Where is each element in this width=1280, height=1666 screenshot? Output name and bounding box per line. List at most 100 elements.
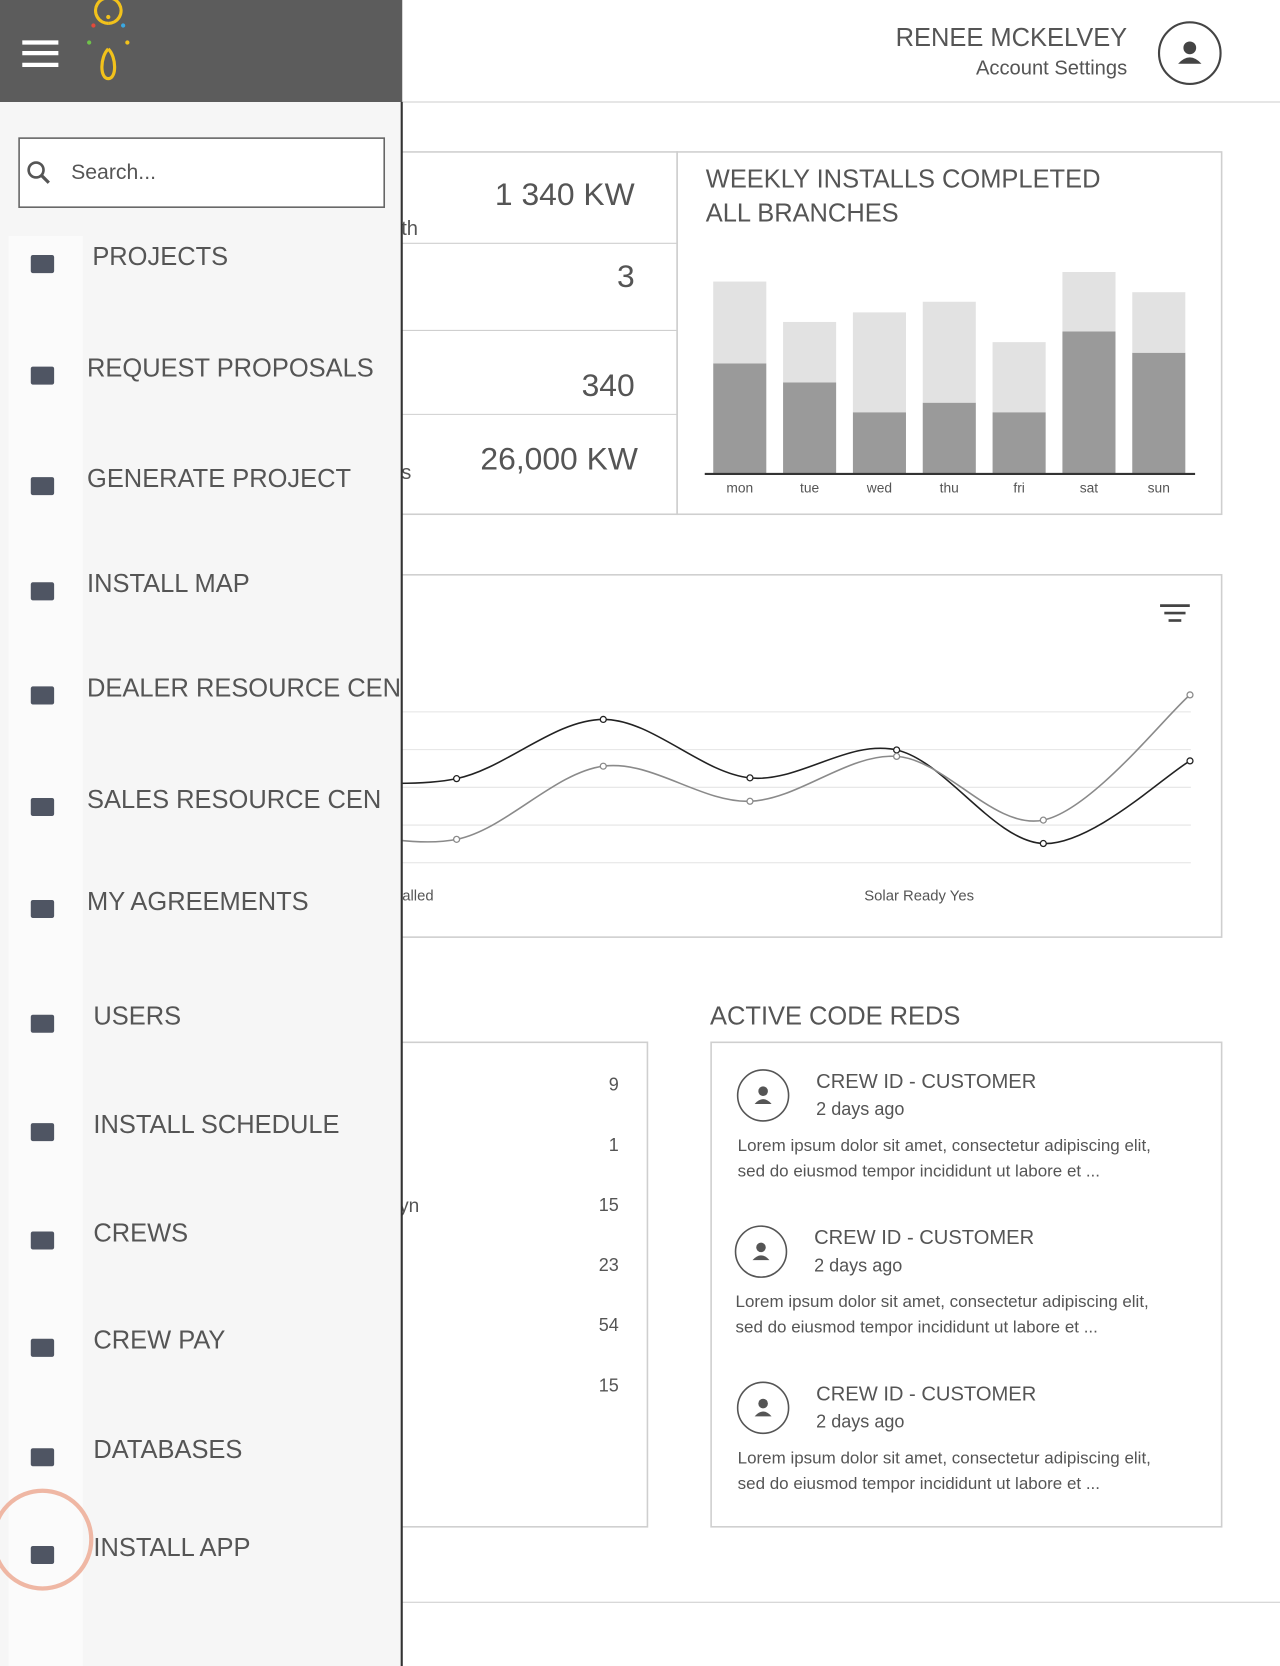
crew-title[interactable]: CREW ID - CUSTOMER — [816, 1383, 1036, 1405]
bar-segment — [922, 301, 976, 403]
nav-item[interactable]: INSTALL APP — [93, 1534, 250, 1562]
trend-point — [452, 775, 461, 783]
x-tick-label: tue — [800, 480, 819, 495]
crew-title[interactable]: CREW ID - CUSTOMER — [814, 1227, 1034, 1249]
trend-point — [452, 835, 461, 843]
code-reds-panel — [710, 1041, 1223, 1528]
nav-item[interactable]: CREWS — [93, 1219, 188, 1247]
trend-point — [599, 715, 607, 724]
crew-description: Lorem ipsum dolor sit amet, consectetur … — [738, 1448, 1151, 1467]
count-value: 15 — [599, 1375, 619, 1395]
kpi-fragment: s — [401, 462, 411, 484]
sidebar-icon-strip — [8, 235, 83, 1666]
trend-point — [599, 762, 607, 770]
trend-point — [893, 746, 901, 754]
kpi-value: 26,000 KW — [480, 441, 637, 477]
x-tick-label: wed — [866, 480, 892, 495]
nav-item[interactable]: REQUEST PROPOSALS — [87, 354, 374, 382]
logo-dot — [87, 40, 92, 45]
nav-item[interactable]: USERS — [93, 1003, 181, 1031]
nav-icon — [30, 1338, 55, 1357]
bar-segment — [783, 382, 837, 474]
crew-avatar-head — [758, 1086, 768, 1096]
crew-time: 2 days ago — [814, 1255, 902, 1275]
count-value: 1 — [609, 1135, 619, 1155]
nav-item[interactable]: INSTALL SCHEDULE — [93, 1111, 339, 1139]
section-title: ACTIVE CODE REDS — [710, 1003, 960, 1031]
chart-title: ALL BRANCHES — [706, 199, 899, 227]
avatar-body — [1178, 57, 1202, 64]
crew-description: Lorem ipsum dolor sit amet, consectetur … — [736, 1292, 1149, 1311]
trend-point — [893, 752, 901, 760]
nav-item[interactable]: SALES RESOURCE CEN — [87, 786, 381, 814]
nav-icon — [30, 1231, 55, 1250]
bar-segment — [713, 363, 767, 474]
nav-icon — [30, 797, 55, 816]
crew-time: 2 days ago — [816, 1411, 904, 1431]
logo-dot — [106, 14, 111, 20]
chart-title: WEEKLY INSTALLS COMPLETED — [706, 165, 1101, 193]
search-box[interactable] — [18, 137, 386, 208]
kpi-value: 1 340 KW — [495, 176, 635, 212]
nav-icon — [30, 899, 55, 918]
bar-segment — [713, 281, 767, 364]
nav-icon — [30, 477, 55, 496]
nav-icon — [30, 1123, 55, 1142]
nav-icon — [30, 1545, 55, 1564]
nav-item[interactable]: CREW PAY — [93, 1327, 225, 1355]
crew-avatar-body — [754, 1411, 772, 1417]
nav-icon — [30, 582, 55, 601]
nav-icon — [30, 1014, 55, 1033]
crew-avatar-head — [758, 1398, 768, 1409]
nav-icon — [30, 1448, 55, 1467]
kpi-fragment: th — [401, 218, 418, 240]
x-tick-label: sun — [1148, 480, 1170, 495]
bar-segment — [1132, 352, 1186, 474]
crew-time: 2 days ago — [816, 1099, 904, 1119]
sidebar-top-bar — [0, 0, 403, 102]
logo-dot — [125, 40, 130, 45]
trend-point — [746, 774, 754, 782]
bar-segment — [922, 402, 976, 474]
nav-item[interactable]: GENERATE PROJECT — [87, 465, 351, 493]
trend-point — [1186, 757, 1194, 765]
bar-segment — [1132, 292, 1186, 353]
avatar-head — [1183, 41, 1197, 55]
trend-point — [1186, 691, 1194, 699]
crew-title[interactable]: CREW ID - CUSTOMER — [816, 1071, 1036, 1093]
logo-dot — [91, 23, 96, 28]
kpi-value: 340 — [582, 367, 635, 403]
x-tick-label: mon — [726, 480, 753, 495]
crew-avatar-body — [754, 1099, 772, 1104]
trend-point — [1039, 816, 1047, 824]
crew-description: sed do eiusmod tempor incididunt ut labo… — [738, 1161, 1100, 1180]
trend-point — [746, 797, 754, 805]
weekly-chart-panel — [676, 151, 1223, 516]
search-icon — [40, 174, 50, 184]
account-settings-link[interactable]: Account Settings — [976, 57, 1127, 79]
count-value: 23 — [599, 1255, 619, 1275]
nav-item[interactable]: DEALER RESOURCE CEN — [87, 674, 401, 702]
x-tick-label: fri — [1013, 480, 1024, 495]
logo — [94, 0, 123, 81]
nav-item[interactable]: PROJECTS — [92, 243, 228, 271]
bar-segment — [783, 321, 837, 383]
trend-point — [1039, 839, 1047, 848]
count-value: 15 — [599, 1195, 619, 1215]
nav-item[interactable]: INSTALL MAP — [87, 570, 250, 598]
kpi-value: 3 — [617, 258, 635, 294]
crew-description: sed do eiusmod tempor incididunt ut labo… — [738, 1474, 1100, 1493]
search-placeholder: Search... — [71, 161, 156, 184]
user-name[interactable]: RENEE MCKELVEY — [896, 24, 1128, 52]
nav-icon — [30, 255, 55, 274]
nav-icon — [30, 366, 55, 385]
bar-segment — [992, 342, 1046, 413]
nav-item[interactable]: MY AGREEMENTS — [87, 888, 309, 916]
nav-item[interactable]: DATABASES — [93, 1436, 242, 1464]
search-icon — [27, 161, 45, 179]
count-value: 54 — [599, 1315, 619, 1335]
bar-segment — [1062, 272, 1116, 332]
x-tick-label: thu — [940, 480, 959, 495]
